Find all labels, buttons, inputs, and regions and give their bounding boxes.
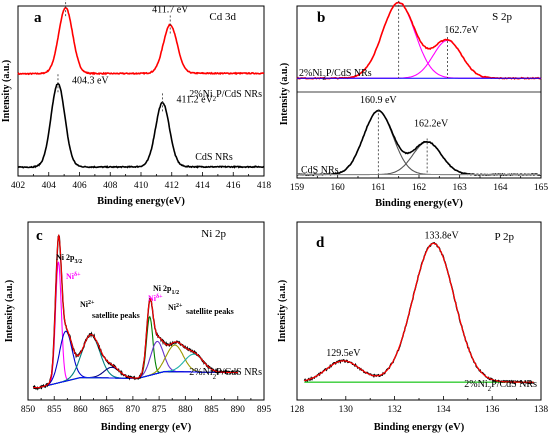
- peak-label-ni2-2: Ni2+: [168, 303, 183, 312]
- x-tick-label: 885: [204, 405, 219, 415]
- series-line-a-0: [17, 7, 265, 76]
- x-tick-label: 880: [178, 405, 193, 415]
- x-tick-label: 855: [47, 405, 62, 415]
- series-label-d-0: 2%Ni2P/CdS NRs: [464, 379, 537, 393]
- x-tick-label: 130: [339, 405, 354, 415]
- panel-label-c: c: [36, 228, 43, 244]
- chart-title-a: Cd 3d: [209, 11, 236, 23]
- x-tick-label: 890: [231, 405, 246, 415]
- x-tick-label: 865: [100, 405, 115, 415]
- chart-title-b: S 2p: [492, 11, 512, 23]
- x-tick-label: 408: [103, 181, 118, 191]
- series-line-d-fit: [304, 242, 534, 383]
- peak-annotation-b: 162.2eV: [414, 118, 449, 129]
- series-label-a-1: CdS NRs: [195, 152, 233, 163]
- x-tick-label: 870: [126, 405, 141, 415]
- y-axis-label-d: Intensity (a.u.): [277, 280, 288, 343]
- x-ticks-b: 159 160 161 162 163 164 165: [290, 174, 549, 193]
- x-tick-label: 410: [134, 181, 149, 191]
- series-label-b-0: 2%Ni2P/CdS NRs: [299, 68, 372, 82]
- curves-d: [303, 242, 534, 385]
- x-tick-label: 162: [412, 183, 427, 193]
- satellite-label-1: satellite peaks: [92, 311, 140, 320]
- panel-c: 850 855 860 865 870 875 880 885 890 895 c Ni 2p N…: [4, 221, 272, 433]
- x-ticks-a: 402 404 406 408 410 412 414 416 418: [11, 172, 272, 191]
- peak-label-ni2p12: Ni 2p1/2: [153, 284, 179, 296]
- x-tick-label: 406: [72, 181, 87, 191]
- x-tick-label: 860: [73, 405, 88, 415]
- peak-annotation-d: 129.5eV: [326, 348, 361, 359]
- chart-title-d: P 2p: [495, 231, 515, 243]
- x-tick-label: 159: [290, 183, 305, 193]
- peak-annotation-b: 162.7eV: [444, 25, 479, 36]
- x-tick-label: 160: [331, 183, 346, 193]
- panel-label-d: d: [316, 235, 325, 251]
- series-line-c-fit: [33, 233, 238, 389]
- panel-label-b: b: [317, 10, 325, 26]
- series-label-a-0: 2%Ni2P/CdS NRs: [189, 89, 262, 103]
- x-tick-label: 134: [436, 405, 451, 415]
- x-tick-label: 165: [534, 183, 549, 193]
- y-axis-label-a: Intensity (a.u.): [1, 60, 12, 123]
- peak-annotation-b: 160.9 eV: [360, 95, 397, 106]
- x-tick-label: 412: [165, 181, 180, 191]
- chart-title-c: Ni 2p: [201, 228, 226, 240]
- x-tick-label: 164: [493, 183, 508, 193]
- x-tick-label: 128: [290, 405, 305, 415]
- x-tick-label: 416: [226, 181, 241, 191]
- y-axis-label-c: Intensity (a.u.): [4, 280, 15, 343]
- x-ticks-c: 850 855 860 865 870 875 880 885 890 895: [21, 396, 272, 415]
- panel-d: 128 130 132 134 136 138 133.8eV 129.5eV d P 2p…: [277, 221, 549, 433]
- peak-label-ni-delta-2: Niδ+: [148, 294, 163, 303]
- x-tick-label: 418: [257, 181, 272, 191]
- peak-annotation-a: 404.3 eV: [72, 75, 109, 86]
- series-line-a-1: [17, 82, 265, 169]
- peak-annotation-a: 411.2 eV: [177, 94, 214, 105]
- peak-annotation-d: 133.8eV: [425, 230, 460, 241]
- x-tick-label: 850: [21, 405, 36, 415]
- plot-frame-d: [296, 221, 542, 401]
- curves-c: [32, 233, 239, 391]
- x-tick-label: 875: [152, 405, 167, 415]
- series-label-b-1: CdS NRs: [301, 165, 339, 176]
- x-tick-label: 895: [257, 405, 272, 415]
- x-axis-label-c: Binding energy (eV): [101, 422, 192, 433]
- peak-label-ni2-1: Ni2+: [80, 300, 95, 309]
- x-tick-label: 402: [11, 181, 26, 191]
- peak-label-ni-delta-1: Niδ+: [66, 272, 81, 281]
- curves-a: [17, 7, 265, 169]
- peak-label-ni2p32: Ni 2p3/2: [56, 253, 82, 265]
- x-ticks-d: 128 130 132 134 136 138: [290, 396, 549, 415]
- x-tick-label: 404: [42, 181, 57, 191]
- x-tick-label: 132: [387, 405, 402, 415]
- x-tick-label: 138: [534, 405, 549, 415]
- curves-b: [296, 1, 542, 177]
- x-tick-label: 163: [453, 183, 468, 193]
- panel-label-a: a: [34, 10, 42, 26]
- annotations-d: 133.8eV 129.5eV: [326, 230, 459, 358]
- y-axis-label-b: Intensity (a.u.): [279, 63, 290, 126]
- x-tick-label: 414: [195, 181, 210, 191]
- x-tick-label: 136: [485, 405, 500, 415]
- series-label-c-0: 2%Ni2P/CdS NRs: [189, 367, 262, 381]
- x-tick-label: 161: [371, 183, 386, 193]
- x-axis-label-b: Binding energy(eV): [375, 198, 463, 209]
- x-axis-label-d: Binding energy (eV): [374, 422, 465, 433]
- x-axis-label-a: Binding energy(eV): [97, 196, 185, 207]
- satellite-label-2: satellite peaks: [186, 307, 234, 316]
- peak-annotation-a: 411.7 eV: [152, 4, 189, 15]
